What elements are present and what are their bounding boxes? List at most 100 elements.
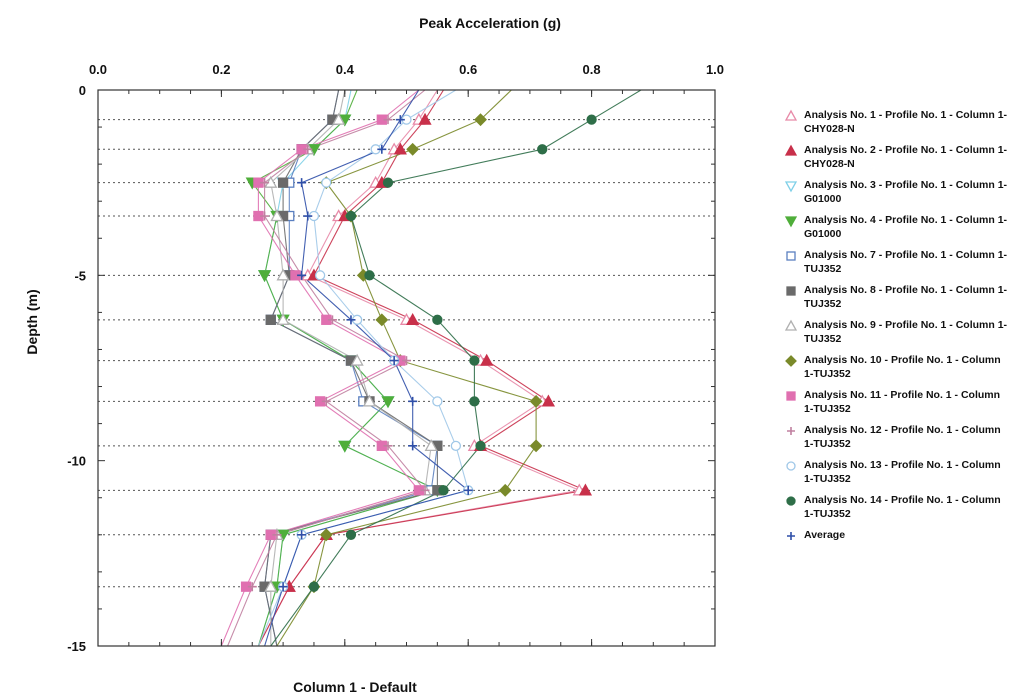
legend-item: Analysis No. 10 - Profile No. 1 - Column… — [784, 353, 1009, 381]
legend-marker — [786, 461, 796, 471]
legend-marker — [786, 391, 796, 401]
data-point — [297, 270, 307, 280]
series-line-13 — [264, 89, 470, 647]
data-point — [480, 353, 494, 366]
data-point — [432, 396, 443, 407]
legend-marker — [786, 251, 796, 261]
series-line-6 — [264, 89, 438, 647]
data-point — [408, 441, 418, 451]
legend-marker — [786, 286, 796, 296]
data-point — [469, 355, 480, 366]
data-point — [319, 528, 333, 542]
legend-marker — [787, 532, 795, 540]
data-point — [541, 394, 556, 407]
x-tick-label: 0.0 — [89, 62, 107, 77]
data-point — [382, 177, 394, 188]
data-point — [383, 115, 393, 125]
data-point — [247, 582, 257, 592]
data-point — [406, 142, 420, 156]
data-point — [498, 483, 512, 497]
data-point — [586, 114, 597, 125]
plot-area — [97, 89, 716, 647]
data-point — [260, 178, 270, 188]
data-point — [438, 485, 449, 496]
data-point — [270, 209, 284, 222]
x-tick-label: 0.6 — [459, 62, 477, 77]
data-point — [529, 394, 543, 408]
legend-item: Analysis No. 12 - Profile No. 1 - Column… — [784, 423, 1009, 451]
legend-item: Analysis No. 9 - Profile No. 1 - Column … — [784, 318, 1009, 346]
x-tick-label: 1.0 — [706, 62, 724, 77]
legend-label: Analysis No. 8 - Profile No. 1 - Column … — [804, 284, 1008, 310]
data-point — [395, 115, 405, 125]
data-point — [463, 485, 473, 495]
legend-item: Analysis No. 4 - Profile No. 1 - Column … — [784, 213, 1009, 241]
data-point — [257, 270, 272, 283]
data-point — [332, 112, 346, 125]
data-point — [260, 211, 270, 221]
data-point — [578, 483, 593, 496]
legend-marker-shape — [784, 216, 798, 228]
series-line-3 — [257, 89, 439, 647]
legend-marker-shape — [786, 286, 796, 296]
legend-item: Analysis No. 7 - Profile No. 1 - Column … — [784, 248, 1009, 276]
legend-label: Analysis No. 12 - Profile No. 1 - Column… — [804, 424, 1001, 450]
data-point — [529, 439, 543, 453]
data-point — [276, 268, 290, 281]
legend-marker-shape — [786, 496, 796, 506]
series-line-4 — [251, 89, 439, 647]
legend-item: Analysis No. 14 - Profile No. 1 - Column… — [784, 493, 1009, 521]
data-point — [420, 485, 430, 495]
legend-marker — [785, 355, 797, 367]
legend-marker-shape — [787, 427, 795, 435]
data-point — [377, 144, 387, 154]
y-tick-label: -5 — [74, 268, 86, 283]
series-line-11 — [257, 89, 469, 647]
legend-marker-shape — [784, 109, 798, 121]
legend-marker-shape — [784, 144, 798, 156]
legend-marker-shape — [786, 461, 796, 471]
data-point — [450, 440, 462, 451]
data-point — [278, 582, 288, 592]
data-point — [297, 530, 307, 540]
data-point — [272, 530, 282, 540]
legend-marker-shape — [785, 355, 797, 367]
axis-ticks: 0.0 0.2 0.4 0.6 0.8 1.0 0 -5 -10 -15 — [67, 62, 724, 654]
data-point — [418, 112, 432, 125]
legend-label: Analysis No. 9 - Profile No. 1 - Column … — [804, 319, 1008, 345]
legend-label: Analysis No. 7 - Profile No. 1 - Column … — [804, 249, 1008, 275]
legend-label: Analysis No. 13 - Profile No. 1 - Column… — [804, 459, 1001, 485]
data-point — [402, 356, 411, 366]
data-point — [303, 211, 313, 221]
data-point — [432, 314, 443, 325]
data-point — [381, 396, 395, 409]
data-point — [264, 579, 278, 592]
data-point — [537, 144, 548, 155]
series-line-8 — [276, 89, 537, 647]
data-point — [346, 315, 356, 325]
data-point — [475, 440, 486, 451]
legend-marker — [784, 216, 798, 228]
legend-item: Analysis No. 8 - Profile No. 1 - Column … — [784, 283, 1009, 311]
legend-label: Analysis No. 10 - Profile No. 1 - Column… — [804, 354, 1001, 380]
legend-item: Average — [784, 528, 1009, 543]
data-point — [383, 441, 393, 451]
data-point — [297, 178, 307, 188]
legend-marker — [784, 181, 798, 193]
legend-marker — [784, 109, 798, 121]
data-point — [393, 142, 407, 155]
legend-marker — [784, 144, 798, 156]
data-point — [408, 396, 418, 406]
data-point — [469, 396, 480, 407]
data-point — [406, 312, 420, 325]
legend-marker — [787, 427, 795, 435]
legend-label: Average — [804, 529, 846, 541]
data-point — [474, 113, 487, 127]
series-line-2 — [257, 89, 588, 647]
legend-label: Analysis No. 1 - Profile No. 1 - Column … — [804, 109, 1008, 135]
legend-marker-shape — [786, 391, 796, 401]
data-point — [375, 313, 389, 327]
series-line-9 — [220, 89, 420, 647]
legend-item: Analysis No. 11 - Profile No. 1 - Column… — [784, 388, 1009, 416]
